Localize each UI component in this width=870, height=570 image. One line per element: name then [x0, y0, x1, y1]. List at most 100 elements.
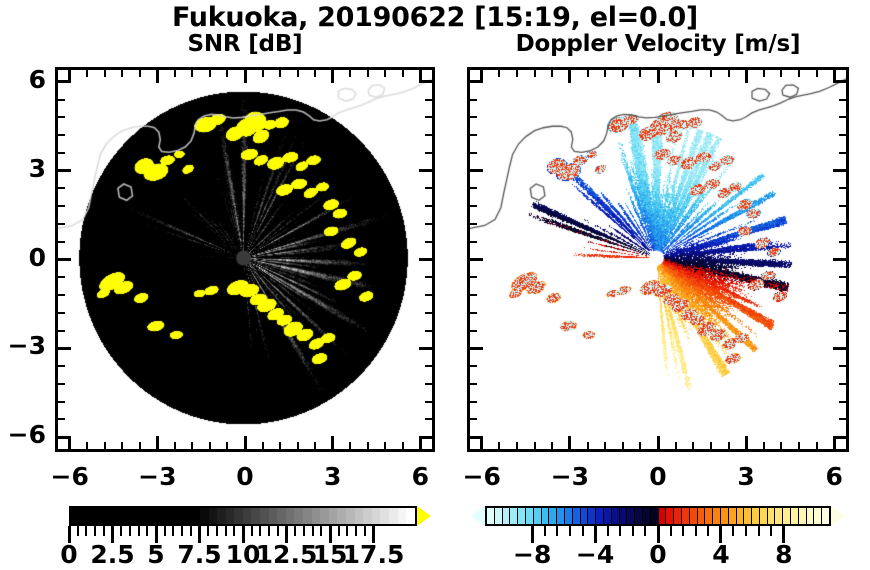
x-tick-major [331, 70, 335, 83]
colorbar-segment [199, 508, 209, 524]
colorbar-segment [774, 508, 783, 524]
x-tick-minor [692, 442, 695, 449]
y-tick-minor [839, 240, 846, 243]
y-tick-minor [470, 276, 477, 279]
colorbar-segment [260, 508, 269, 524]
colorbar-tick-minor [757, 526, 760, 536]
colorbar-label: 15 [312, 540, 348, 569]
x-tick-minor [121, 442, 124, 449]
doppler-plot-panel[interactable] [467, 67, 849, 452]
y-tick-minor [425, 205, 432, 208]
x-tick-minor [208, 70, 211, 77]
x-tick-minor [498, 70, 501, 77]
colorbar-bluered[interactable] [467, 504, 849, 528]
colorbar-segment [790, 508, 798, 524]
colorbar-under-arrow [471, 506, 485, 526]
colorbar-segment [397, 508, 407, 524]
x-tick-minor [173, 442, 176, 449]
colorbar-segment [548, 508, 557, 524]
colorbar-tick-major [656, 526, 660, 543]
x-tick-minor [639, 70, 642, 77]
y-tick-minor [839, 294, 846, 297]
colorbar-segment [251, 508, 261, 524]
y-tick-minor [470, 151, 477, 154]
colorbar-segment [285, 508, 295, 524]
colorbar-tick-major [719, 526, 723, 543]
colorbar-segment [328, 508, 338, 524]
y-tick-minor [58, 418, 65, 421]
colorbar-tick-minor [581, 526, 584, 536]
colorbar-segment [156, 508, 166, 524]
x-tick-major [480, 436, 484, 449]
colorbar-tick-minor [276, 526, 279, 536]
x-tick-major [331, 436, 335, 449]
x-tick-major [155, 436, 159, 449]
x-tick-minor [727, 70, 730, 77]
y-tick-minor [425, 382, 432, 385]
x-tick-minor [621, 442, 624, 449]
colorbar-tick-minor [669, 526, 672, 536]
x-tick-minor [780, 70, 783, 77]
colorbar-tick-minor [619, 526, 622, 536]
y-tick-major [419, 346, 432, 350]
colorbar-segment [174, 508, 183, 524]
y-tick-major [470, 258, 483, 261]
y-tick-minor [58, 222, 65, 225]
colorbar-segment [688, 508, 697, 524]
doppler-radar-image [470, 70, 846, 449]
colorbar-segment [277, 508, 286, 524]
y-tick-major [419, 435, 432, 439]
y-tick-minor [839, 329, 846, 332]
colorbar-tick-minor [250, 526, 253, 536]
y-tick-minor [839, 116, 846, 119]
y-tick-major [419, 169, 432, 173]
x-tick-minor [780, 442, 783, 449]
x-tick-minor [674, 70, 677, 77]
colorbar-tick-minor [128, 526, 131, 536]
colorbar-segment [148, 508, 157, 524]
x-tick-minor [366, 442, 369, 449]
colorbar-segment [487, 508, 494, 524]
figure-title: Fukuoka, 20190622 [15:19, el=0.0] [172, 2, 698, 33]
colorbar-segment [563, 508, 572, 524]
x-tick-minor [498, 442, 501, 449]
x-tick-minor [533, 442, 536, 449]
colorbar-segment [610, 508, 619, 524]
y-tick-minor [839, 276, 846, 279]
colorbar-tick-minor [224, 526, 227, 536]
x-tick-minor [709, 70, 712, 77]
colorbar-segment [556, 508, 564, 524]
x-tick-major [68, 70, 72, 83]
colorbar-label: 2.5 [90, 540, 135, 569]
x-tick-minor [815, 442, 818, 449]
y-tick-minor [58, 151, 65, 154]
x-tick-major [568, 436, 572, 449]
y-tick-minor [58, 116, 65, 119]
x-axis-label: 0 [236, 462, 254, 491]
colorbar-tick-major [241, 526, 245, 543]
x-tick-major [744, 436, 748, 449]
colorbar-segment [758, 508, 767, 524]
colorbar-label: 5 [147, 540, 165, 569]
colorbar-segment [680, 508, 689, 524]
colorbar-segment [509, 508, 518, 524]
x-tick-major [656, 70, 660, 83]
colorbar-segment [540, 508, 549, 524]
colorbar-segment [139, 508, 149, 524]
y-tick-minor [470, 294, 477, 297]
y-tick-minor [470, 329, 477, 332]
colorbar-body [485, 506, 831, 526]
colorbar-tick-minor [644, 526, 647, 536]
colorbar-tick-minor [302, 526, 305, 536]
y-tick-minor [839, 311, 846, 314]
colorbar-segment [493, 508, 502, 524]
x-tick-major [480, 70, 484, 83]
colorbar-segment [337, 508, 346, 524]
snr-plot-panel[interactable] [55, 67, 435, 452]
colorbar-segment [797, 508, 806, 524]
colorbar-grayscale[interactable] [55, 504, 435, 528]
colorbar-tick-minor [233, 526, 236, 536]
y-tick-minor [470, 311, 477, 314]
y-tick-minor [839, 365, 846, 368]
y-tick-minor [425, 418, 432, 421]
